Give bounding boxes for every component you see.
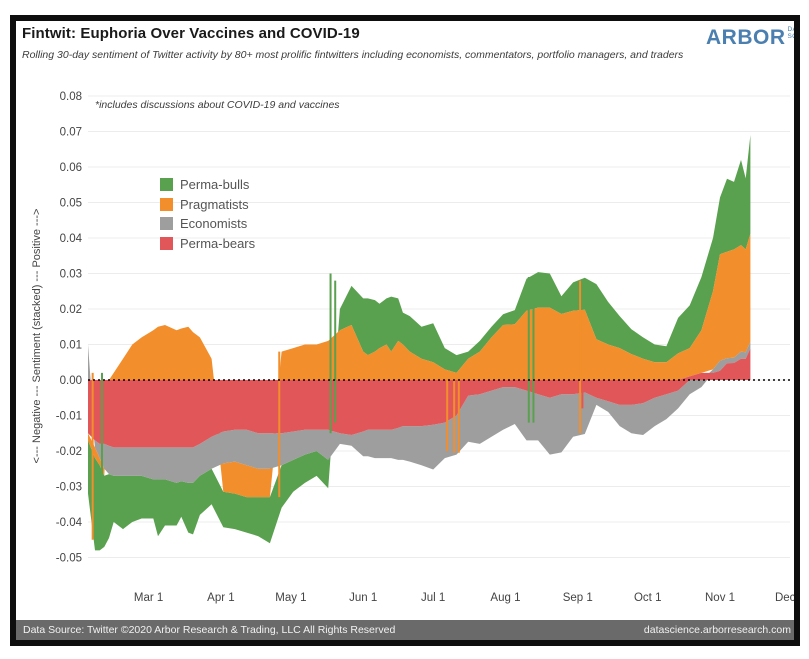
footer-bar: Data Source: Twitter ©2020 Arbor Researc… xyxy=(16,620,794,640)
x-tick-label: Mar 1 xyxy=(134,592,163,604)
footer-source-text: Data Source: Twitter ©2020 Arbor Researc… xyxy=(23,624,396,636)
legend-label: Perma-bears xyxy=(180,235,256,251)
y-axis-tick-labels: 0.08 0.07 0.06 0.05 0.04 0.03 0.02 0.01 0.00 -0.0… xyxy=(56,91,83,565)
arbor-logo: ARBORDATA SCIENCE xyxy=(706,26,794,56)
y-tick-label: -0.04 xyxy=(56,517,83,529)
y-tick-label: -0.05 xyxy=(56,553,82,565)
legend-item: Perma-bulls xyxy=(160,175,255,195)
logo-tagline-line2: SCIENCE xyxy=(787,33,795,40)
y-tick-label: 0.02 xyxy=(60,304,82,316)
legend: Perma-bulls Pragmatists Economists Perma-be… xyxy=(160,175,255,253)
area-perma-bears xyxy=(88,348,751,448)
legend-label: Economists xyxy=(180,216,248,232)
legend-label: Pragmatists xyxy=(180,196,249,212)
x-axis-tick-labels: Mar 1 Apr 1 May 1 Jun 1 Jul 1 Aug 1 Sep 1 Oct 1… xyxy=(134,592,805,604)
area-pragmatists xyxy=(88,233,751,498)
y-tick-label: 0.00 xyxy=(60,375,82,387)
x-tick-label: Jun 1 xyxy=(349,592,377,604)
legend-item: Economists xyxy=(160,214,255,234)
logo-tagline: DATA SCIENCE xyxy=(788,26,795,40)
page-subtitle: Rolling 30-day sentiment of Twitter acti… xyxy=(22,49,684,61)
x-tick-label: Nov 1 xyxy=(705,592,735,604)
area-bands xyxy=(88,135,751,551)
y-tick-label: 0.08 xyxy=(60,91,82,103)
x-tick-label: May 1 xyxy=(275,592,306,604)
logo-tagline-line1: DATA xyxy=(787,26,795,33)
y-tick-label: 0.03 xyxy=(60,269,82,281)
y-tick-label: 0.06 xyxy=(60,162,82,174)
legend-swatch-icon xyxy=(160,236,173,250)
logo-brand-text: ARBOR xyxy=(706,26,786,49)
legend-swatch-icon xyxy=(160,178,173,192)
x-tick-label: Dec 1 xyxy=(775,592,805,604)
y-tick-label: 0.05 xyxy=(60,198,82,210)
area-perma-bulls xyxy=(88,135,751,551)
legend-item: Pragmatists xyxy=(160,195,255,215)
x-tick-label: Sep 1 xyxy=(563,592,593,604)
y-tick-label: -0.02 xyxy=(56,446,82,458)
y-tick-label: -0.01 xyxy=(56,411,82,423)
legend-label: Perma-bulls xyxy=(180,177,250,193)
y-tick-label: -0.03 xyxy=(56,482,82,494)
area-economists xyxy=(88,341,751,483)
legend-swatch-icon xyxy=(160,217,173,231)
page-title: Fintwit: Euphoria Over Vaccines and COVI… xyxy=(22,25,360,42)
legend-swatch-icon xyxy=(160,197,173,211)
x-tick-label: Oct 1 xyxy=(634,592,661,604)
spike-lines xyxy=(91,273,584,547)
footer-url-text: datascience.arborresearch.com xyxy=(643,624,791,636)
x-tick-label: Apr 1 xyxy=(207,592,235,604)
x-tick-label: Jul 1 xyxy=(421,592,445,604)
x-tick-label: Aug 1 xyxy=(490,592,520,604)
chart-annotation: *includes discussions about COVID-19 and… xyxy=(95,99,340,111)
y-tick-label: 0.07 xyxy=(60,127,82,139)
legend-item: Perma-bears xyxy=(160,234,255,254)
y-tick-label: 0.04 xyxy=(60,233,83,245)
y-tick-label: 0.01 xyxy=(60,340,82,352)
y-axis-title: <--- Negative --- Sentiment (stacked) --… xyxy=(31,208,43,464)
